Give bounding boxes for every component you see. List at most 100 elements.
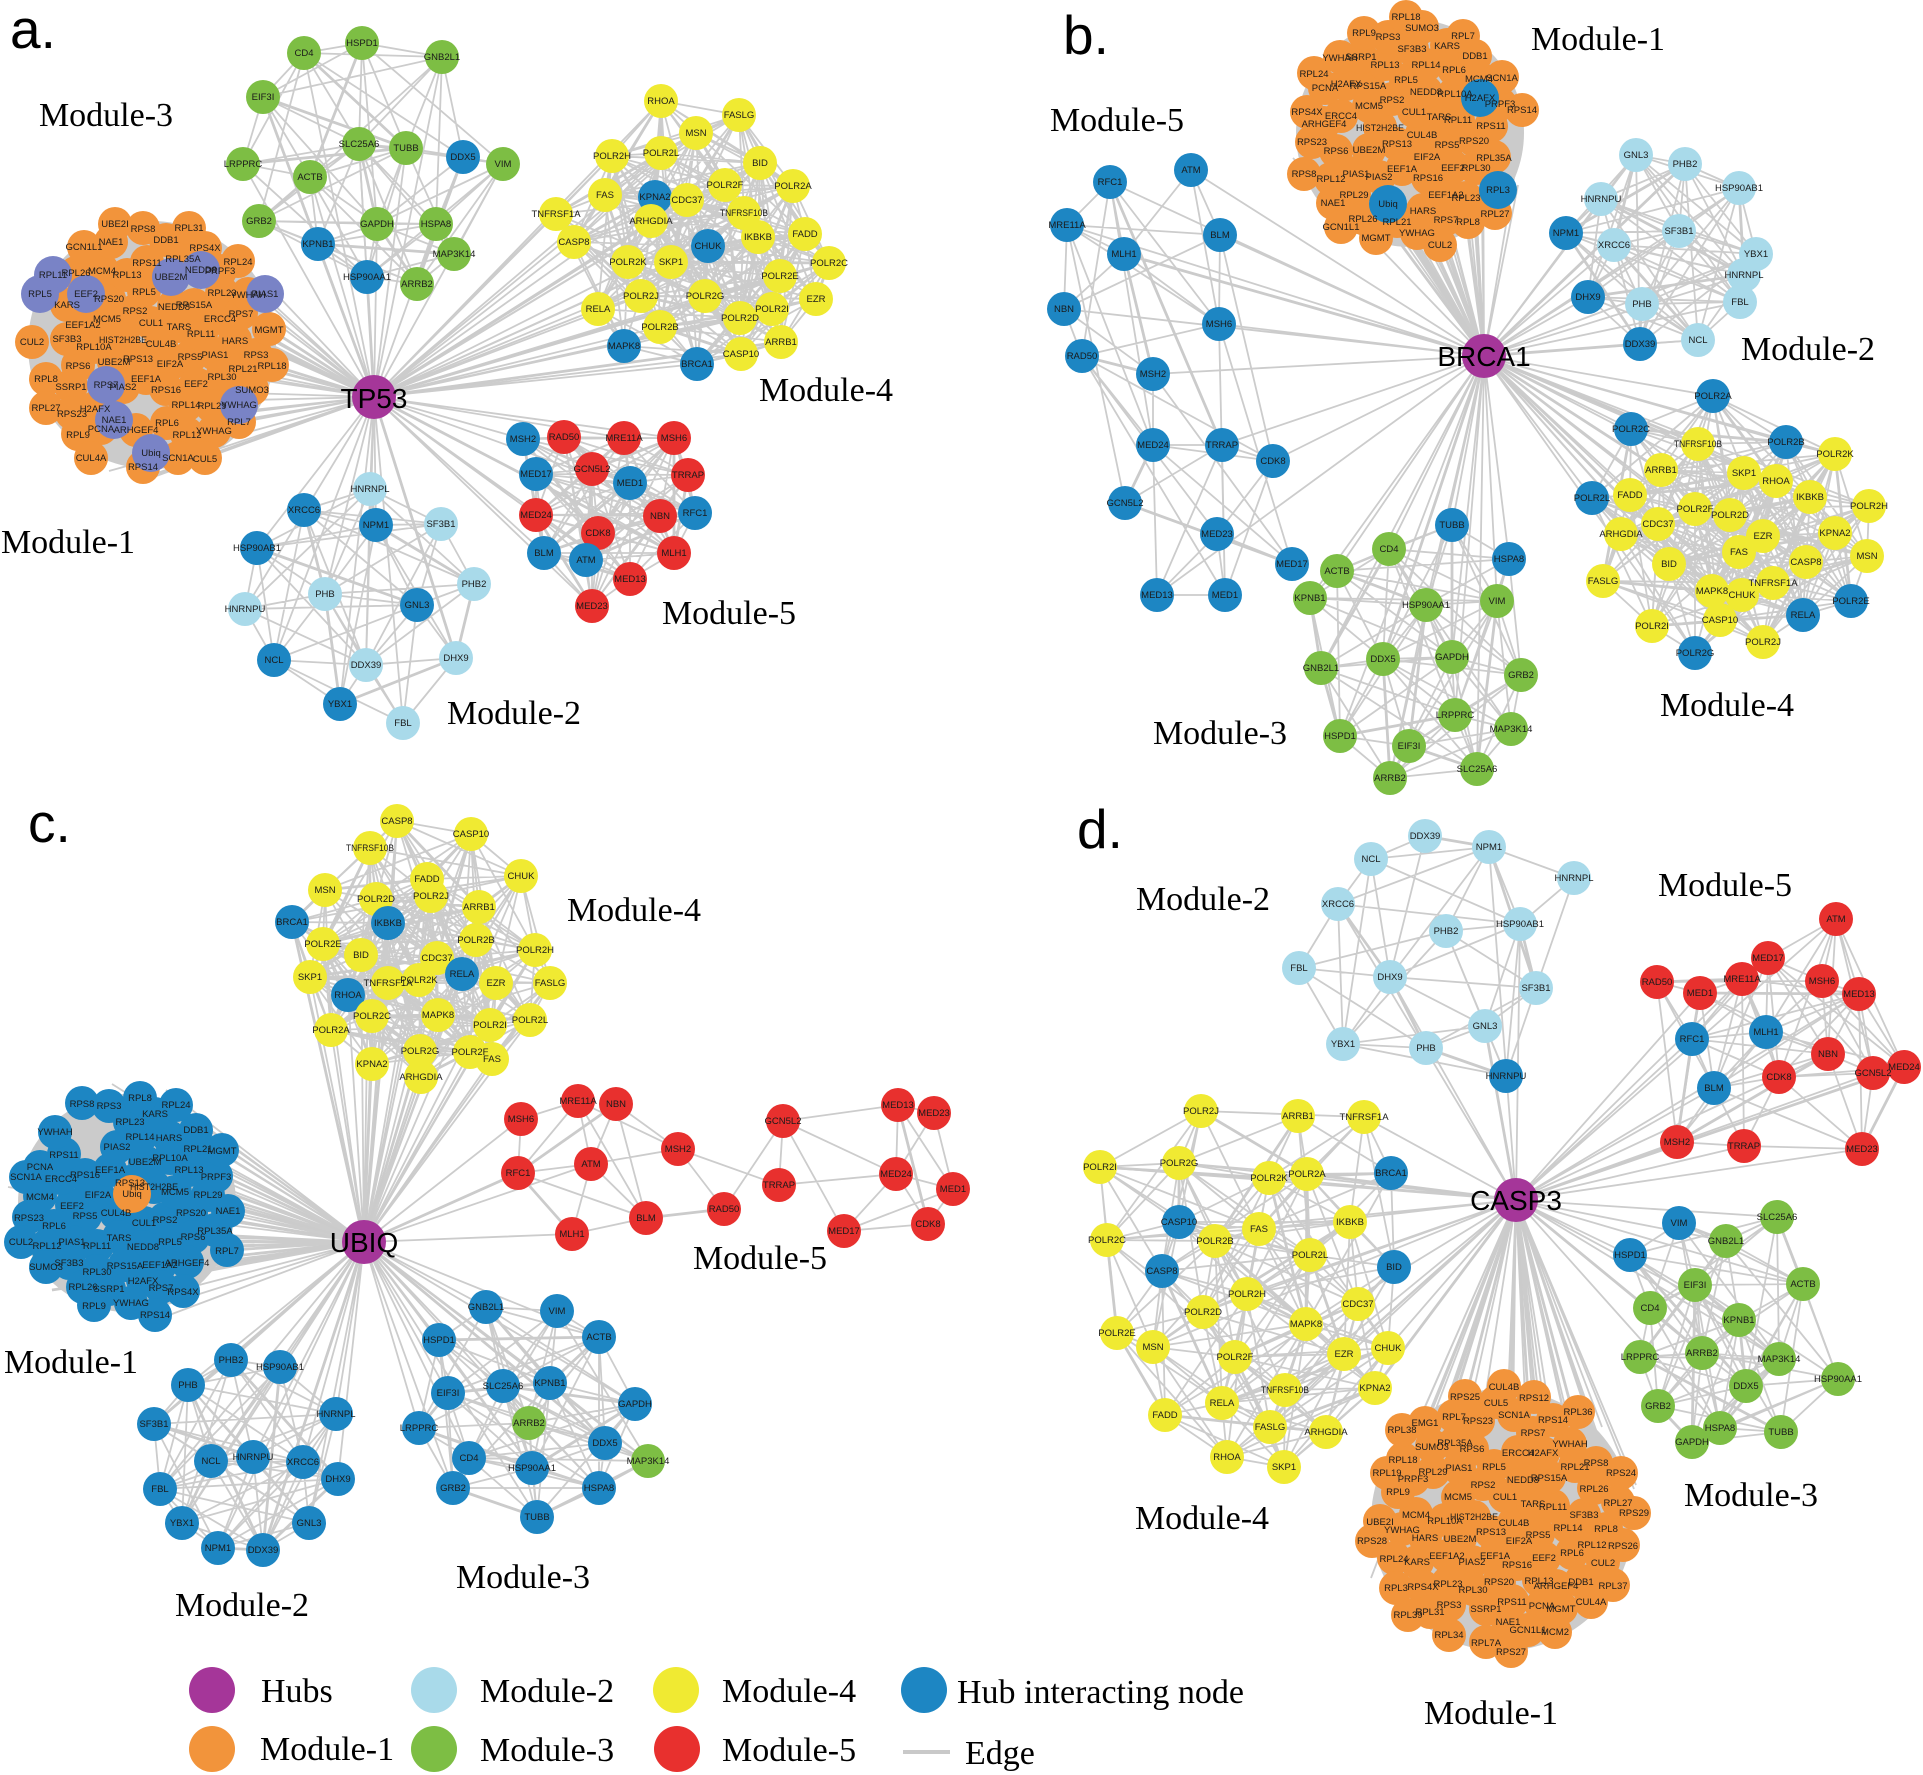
svg-text:HNRNPL: HNRNPL [1554, 873, 1593, 884]
svg-text:SLC25A6: SLC25A6 [1457, 764, 1498, 775]
svg-text:MCM2: MCM2 [1541, 1627, 1569, 1638]
svg-text:RPL35A: RPL35A [197, 1226, 233, 1237]
svg-text:NAE1: NAE1 [99, 237, 124, 248]
svg-text:KPNB1: KPNB1 [1723, 1315, 1754, 1326]
svg-text:Module-4: Module-4 [1660, 687, 1794, 724]
svg-text:GNB2L1: GNB2L1 [1303, 663, 1339, 674]
svg-text:RPS13: RPS13 [1476, 1527, 1506, 1538]
svg-text:RPL5: RPL5 [1394, 75, 1418, 86]
svg-text:MLH1: MLH1 [661, 548, 686, 559]
svg-text:RPL11: RPL11 [187, 329, 215, 340]
svg-text:PRPF3: PRPF3 [205, 266, 236, 277]
svg-text:MLH1: MLH1 [1753, 1027, 1778, 1038]
svg-text:RPS13: RPS13 [1382, 139, 1412, 150]
svg-text:RPL29: RPL29 [197, 401, 226, 412]
svg-text:Module-5: Module-5 [662, 595, 796, 632]
svg-text:RPL23: RPL23 [115, 1117, 144, 1128]
svg-text:RPL34: RPL34 [1434, 1630, 1463, 1641]
svg-text:RPL12: RPL12 [1316, 174, 1345, 185]
svg-text:ERCC4: ERCC4 [45, 1174, 77, 1185]
svg-text:RPL39: RPL39 [1393, 1610, 1422, 1621]
svg-text:HNRNPU: HNRNPU [1486, 1071, 1527, 1082]
svg-text:b.: b. [1063, 4, 1109, 66]
svg-text:RPL29: RPL29 [1339, 190, 1368, 201]
svg-text:HIST2H2BE: HIST2H2BE [1450, 1512, 1498, 1523]
svg-text:RELA: RELA [450, 969, 475, 980]
svg-text:VIM: VIM [549, 1306, 566, 1317]
svg-text:RPS5: RPS5 [178, 352, 203, 363]
svg-text:HSPD1: HSPD1 [346, 38, 378, 49]
svg-text:RPL7: RPL7 [1451, 31, 1475, 42]
svg-text:MED23: MED23 [576, 601, 608, 612]
svg-text:RPL10A: RPL10A [1437, 89, 1473, 100]
svg-text:RPL6: RPL6 [42, 1221, 66, 1232]
svg-text:MSH2: MSH2 [665, 1144, 691, 1155]
svg-text:POLR2G: POLR2G [1676, 648, 1715, 659]
svg-text:POLR2K: POLR2K [1250, 1173, 1288, 1184]
svg-text:SF3B3: SF3B3 [1397, 44, 1426, 55]
svg-text:YBX1: YBX1 [1744, 249, 1768, 260]
svg-text:VIM: VIM [495, 159, 512, 170]
svg-text:RPL23: RPL23 [1451, 193, 1480, 204]
svg-text:RPS11: RPS11 [49, 1150, 78, 1161]
svg-text:UBE2M: UBE2M [155, 272, 188, 283]
svg-text:HSP90AB1: HSP90AB1 [256, 1362, 304, 1373]
svg-text:LRPPRC: LRPPRC [1621, 1352, 1660, 1363]
svg-text:CHUK: CHUK [1729, 590, 1757, 601]
svg-text:RPL14: RPL14 [125, 1132, 154, 1143]
svg-text:POLR2A: POLR2A [1288, 1169, 1326, 1180]
svg-text:LRPPRC: LRPPRC [1436, 710, 1475, 721]
svg-text:NCL: NCL [201, 1456, 220, 1467]
svg-text:RPL14: RPL14 [1411, 60, 1440, 71]
svg-text:MED1: MED1 [940, 1184, 966, 1195]
svg-text:HSP90AA1: HSP90AA1 [508, 1463, 556, 1474]
svg-text:CDK8: CDK8 [1260, 456, 1285, 467]
svg-text:MED1: MED1 [617, 478, 643, 489]
svg-text:XRCC6: XRCC6 [1322, 899, 1354, 910]
svg-text:MED13: MED13 [882, 1100, 914, 1111]
svg-text:UBE2M: UBE2M [1444, 1534, 1477, 1545]
svg-text:H2AFX: H2AFX [1528, 1448, 1559, 1459]
svg-text:EEF2: EEF2 [60, 1201, 84, 1212]
svg-text:RPS20: RPS20 [1484, 1577, 1514, 1588]
svg-text:GAPDH: GAPDH [360, 219, 394, 230]
svg-text:ARRB2: ARRB2 [1686, 1348, 1718, 1359]
svg-text:Edge: Edge [965, 1735, 1035, 1772]
svg-text:BLM: BLM [1210, 230, 1230, 241]
svg-text:CUL4B: CUL4B [1499, 1518, 1530, 1529]
svg-text:RPS23: RPS23 [1463, 1416, 1493, 1427]
svg-text:H2AFX: H2AFX [80, 404, 111, 415]
svg-text:BRCA1: BRCA1 [681, 359, 713, 370]
svg-text:NCL: NCL [1688, 335, 1707, 346]
svg-text:CD4: CD4 [294, 48, 313, 59]
svg-text:RPS4X: RPS4X [1291, 107, 1323, 118]
svg-text:CUL1: CUL1 [1493, 1492, 1517, 1503]
svg-text:HIST2H2BE: HIST2H2BE [99, 335, 147, 346]
svg-text:PHB2: PHB2 [1673, 159, 1698, 170]
svg-text:SSRP1: SSRP1 [1345, 52, 1376, 63]
svg-text:CUL4B: CUL4B [146, 339, 177, 350]
svg-text:DHX9: DHX9 [1575, 292, 1600, 303]
svg-text:HIST2H2BE: HIST2H2BE [130, 1182, 178, 1193]
svg-text:EIF3I: EIF3I [1684, 1280, 1707, 1291]
svg-text:NPM1: NPM1 [363, 520, 389, 531]
svg-text:GNL3: GNL3 [297, 1518, 322, 1529]
svg-text:RPL24: RPL24 [1379, 1554, 1408, 1565]
svg-text:RPL6: RPL6 [1560, 1548, 1584, 1559]
svg-text:RFC1: RFC1 [506, 1168, 531, 1179]
svg-text:POLR2J: POLR2J [1183, 1106, 1219, 1117]
svg-text:RPS8: RPS8 [131, 224, 156, 235]
svg-text:CASP3: CASP3 [1470, 1185, 1562, 1216]
svg-text:RPL35A: RPL35A [1437, 1438, 1473, 1449]
svg-text:EEF1A: EEF1A [1387, 164, 1418, 175]
svg-text:POLR2I: POLR2I [755, 304, 789, 315]
svg-text:RPL21: RPL21 [183, 1144, 212, 1155]
svg-text:RPS23: RPS23 [14, 1213, 44, 1224]
svg-text:RPS4X: RPS4X [167, 1287, 199, 1298]
svg-text:MAPK8: MAPK8 [1290, 1319, 1322, 1330]
svg-text:SKP1: SKP1 [298, 972, 322, 983]
svg-text:POLR2H: POLR2H [593, 151, 631, 162]
svg-text:PCNA: PCNA [1312, 83, 1339, 94]
svg-text:TARS: TARS [1427, 112, 1452, 123]
svg-text:RFC1: RFC1 [683, 508, 708, 519]
